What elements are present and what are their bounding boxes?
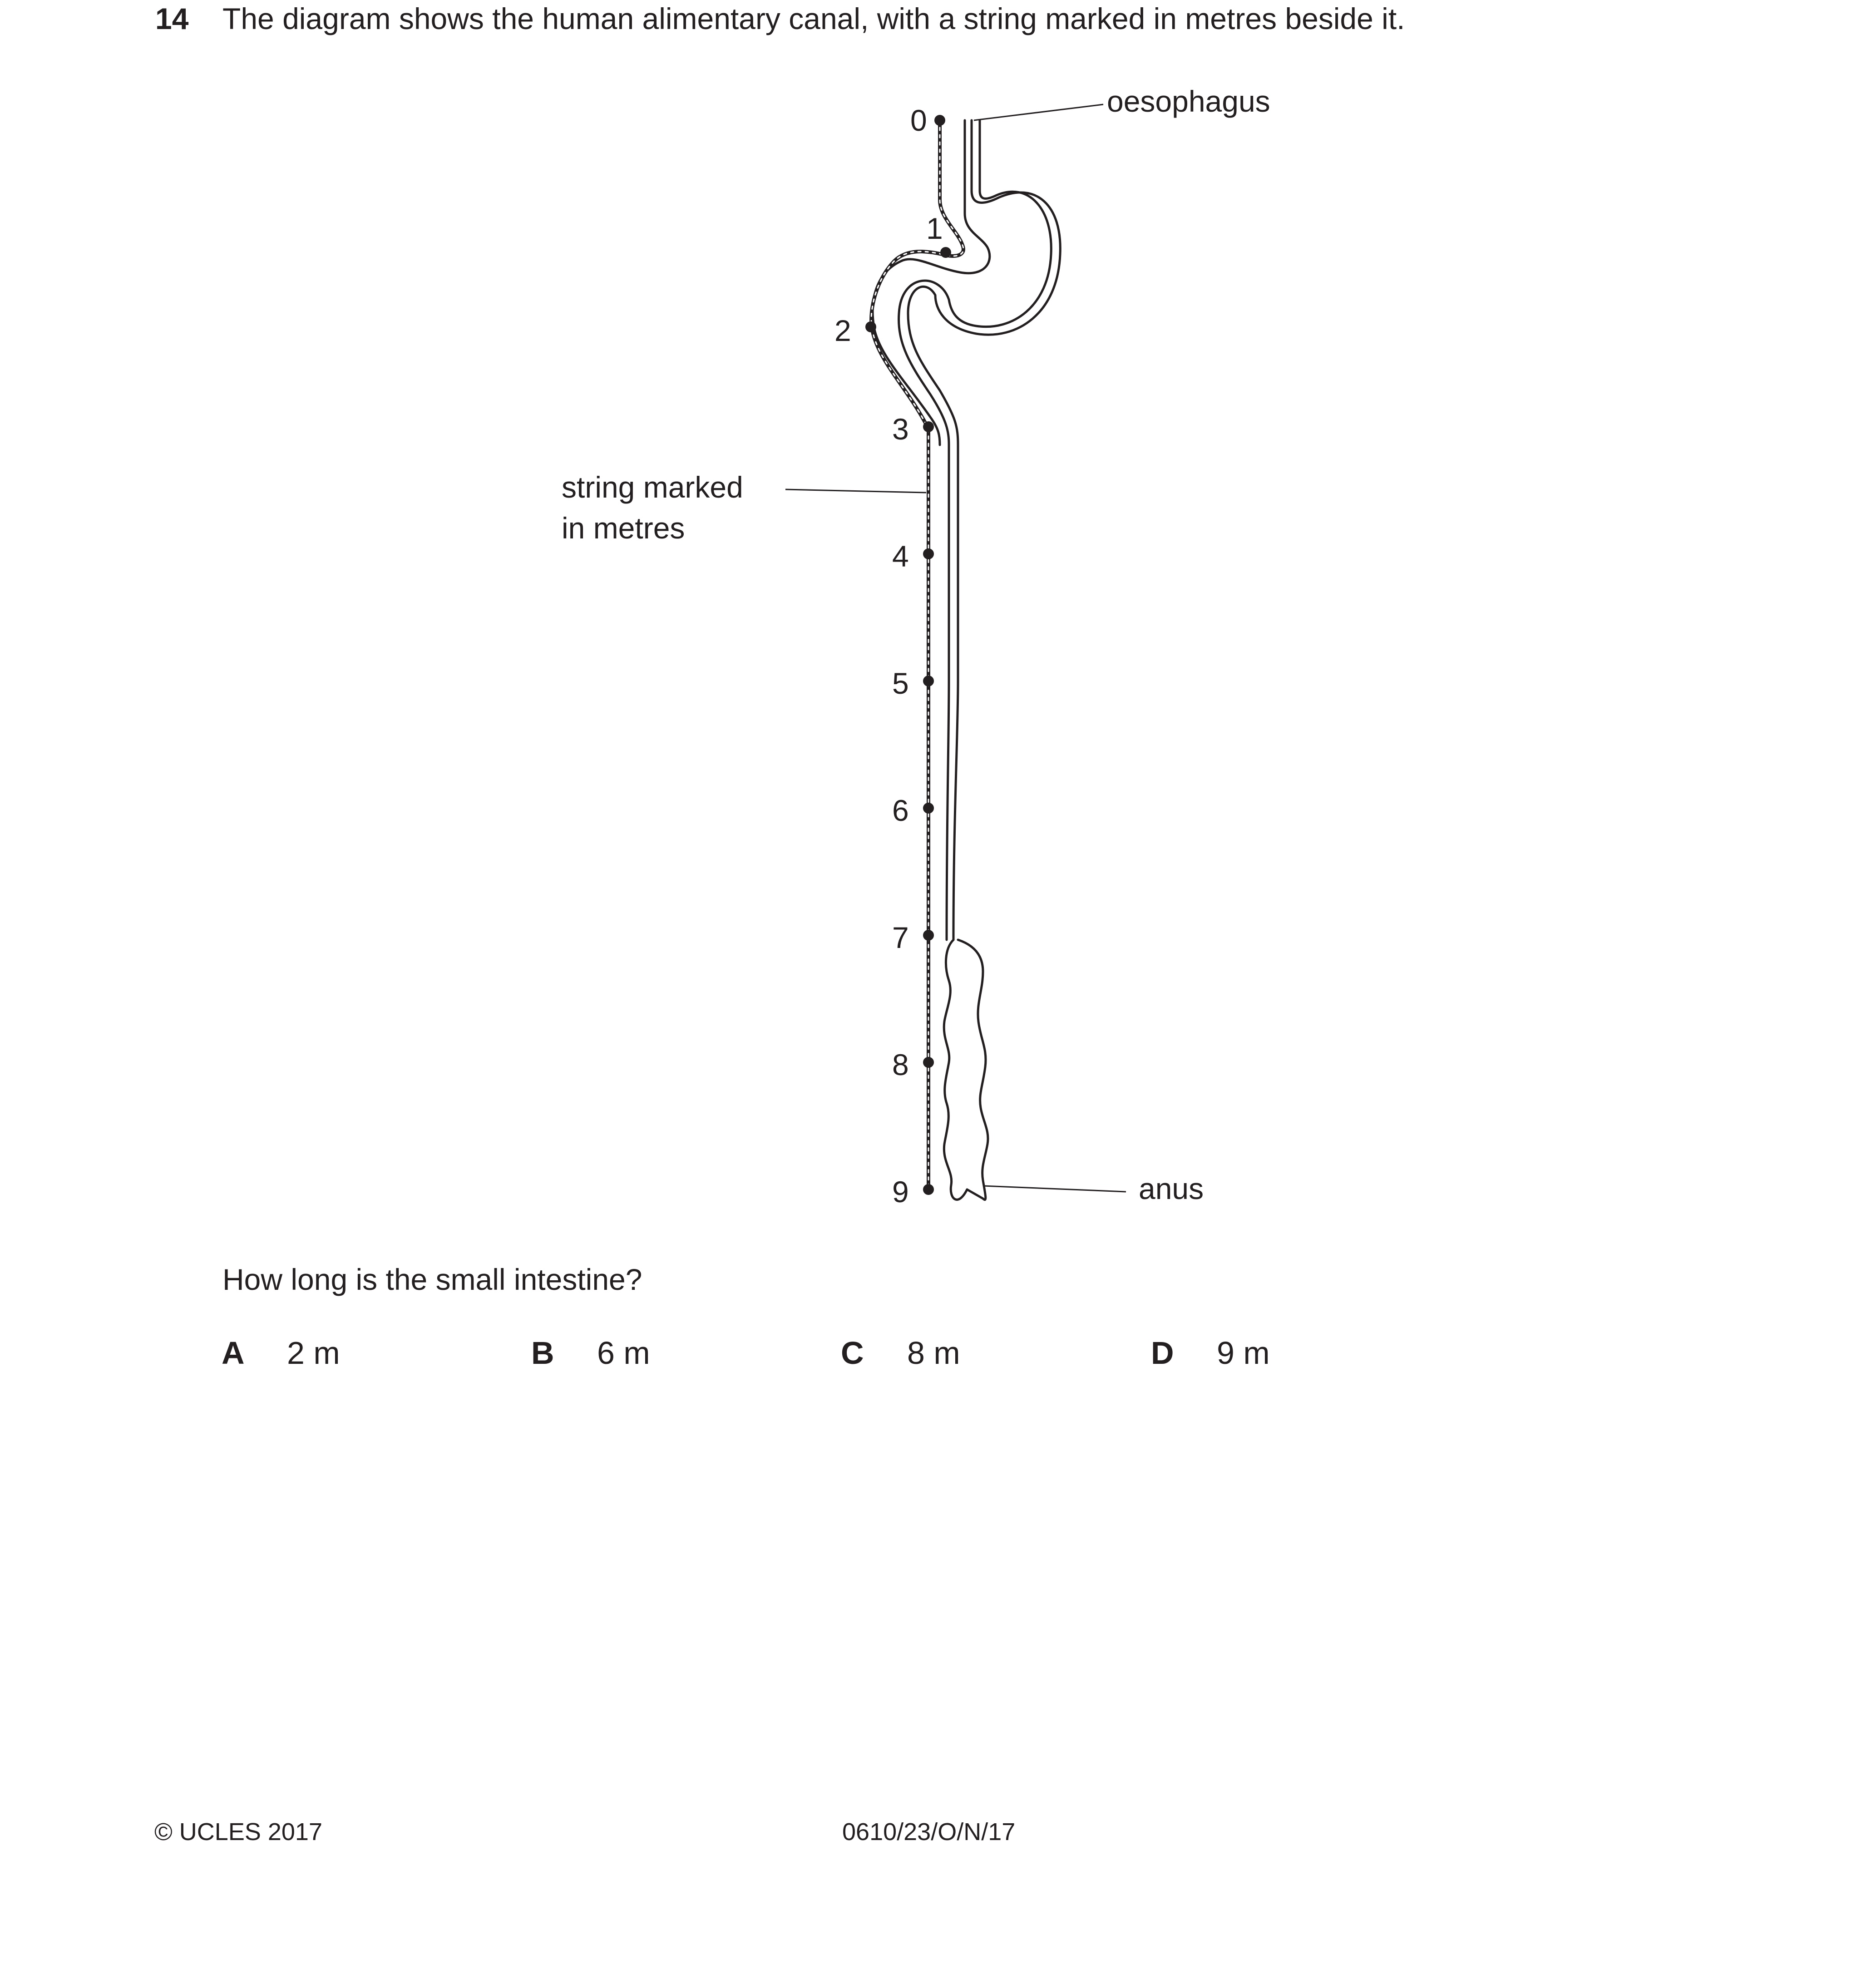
string-mark-dot-0 (934, 115, 945, 126)
option-a-value[interactable]: 2 m (287, 1335, 340, 1371)
footer-copyright: © UCLES 2017 (154, 1818, 322, 1846)
string-mark-label-2: 2 (834, 314, 851, 347)
canal-outer-wall (907, 119, 1061, 941)
option-d-value[interactable]: 9 m (1217, 1335, 1270, 1371)
anus-end (966, 1188, 984, 1200)
string-mark-dot-9 (923, 1184, 934, 1195)
string-mark-dot-3 (923, 421, 934, 432)
option-b-value[interactable]: 6 m (597, 1335, 650, 1371)
string-highlight (870, 119, 964, 1190)
string-mark-label-9: 9 (892, 1175, 909, 1209)
option-d-letter[interactable]: D (1151, 1335, 1174, 1371)
option-c-letter[interactable]: C (841, 1335, 864, 1371)
label-oesophagus: oesophagus (1107, 84, 1270, 118)
string-mark-label-7: 7 (892, 921, 909, 954)
label-anus: anus (1139, 1172, 1204, 1205)
oesophagus-leader (973, 104, 1104, 121)
large-intestine-wall-left (943, 938, 968, 1201)
option-a-letter[interactable]: A (222, 1335, 245, 1371)
string-mark-label-1: 1 (926, 212, 943, 245)
string-mark-label-4: 4 (892, 539, 909, 573)
string-mark-label-3: 3 (892, 412, 909, 446)
string-mark-label-0: 0 (910, 104, 927, 137)
canal-inner-wall (898, 119, 1052, 941)
question-number: 14 (155, 2, 189, 35)
label-string-line2: in metres (562, 511, 685, 545)
string-mark-dot-5 (923, 676, 934, 686)
string-mark-dot-2 (865, 321, 876, 332)
string-mark-dot-4 (923, 548, 934, 559)
option-c-value[interactable]: 8 m (907, 1335, 960, 1371)
option-b-letter[interactable]: B (531, 1335, 554, 1371)
string-mark-dot-6 (923, 803, 934, 814)
string-leader (785, 489, 927, 493)
string-mark-dot-7 (923, 930, 934, 941)
string-mark-label-6: 6 (892, 794, 909, 827)
duodenum-wall (871, 119, 991, 446)
string-mark-label-8: 8 (892, 1048, 909, 1081)
footer-paper-code: 0610/23/O/N/17 (842, 1818, 1016, 1846)
string-mark-dot-8 (923, 1057, 934, 1068)
anus-leader (982, 1185, 1126, 1193)
question-prompt: How long is the small intestine? (222, 1263, 642, 1296)
string-mark-label-5: 5 (892, 666, 909, 700)
question-stem: The diagram shows the human alimentary c… (222, 2, 1405, 35)
label-string-line1: string marked (562, 470, 743, 504)
string-mark-dot-1 (940, 247, 951, 258)
large-intestine-wall-right (957, 938, 989, 1201)
